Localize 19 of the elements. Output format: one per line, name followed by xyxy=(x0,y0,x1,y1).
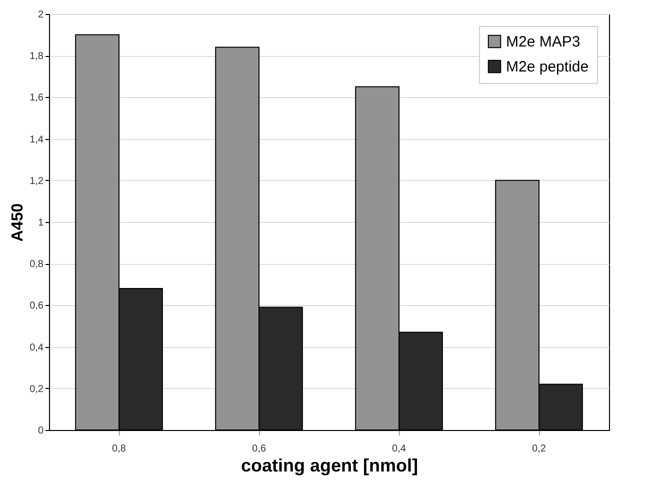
x-tick-label: 0,6 xyxy=(252,444,266,454)
x-tick-label: 0,4 xyxy=(392,444,406,454)
y-tick-label: 0 xyxy=(38,426,44,436)
legend-label: M2e MAP3 xyxy=(506,34,580,50)
x-tick-label: 0,2 xyxy=(532,444,546,454)
y-tick-label: 1,6 xyxy=(30,92,44,104)
x-axis-title: coating agent [nmol] xyxy=(241,456,418,476)
y-tick-label: 0,8 xyxy=(30,259,44,270)
y-axis-title: A450 xyxy=(10,203,27,242)
y-tick-label: 0,4 xyxy=(30,342,44,354)
y-tick-label: 1,2 xyxy=(30,176,44,187)
y-tick-label: 0,2 xyxy=(30,384,44,395)
x-tick-label: 0,8 xyxy=(112,444,126,454)
y-tick-label: 1,4 xyxy=(30,134,44,146)
y-tick-label: 0,6 xyxy=(30,300,44,312)
y-tick-label: 1 xyxy=(38,218,44,228)
y-tick-label: 2 xyxy=(38,10,44,20)
y-tick-label: 1,8 xyxy=(30,51,44,62)
legend-label: M2e peptide xyxy=(506,58,589,76)
